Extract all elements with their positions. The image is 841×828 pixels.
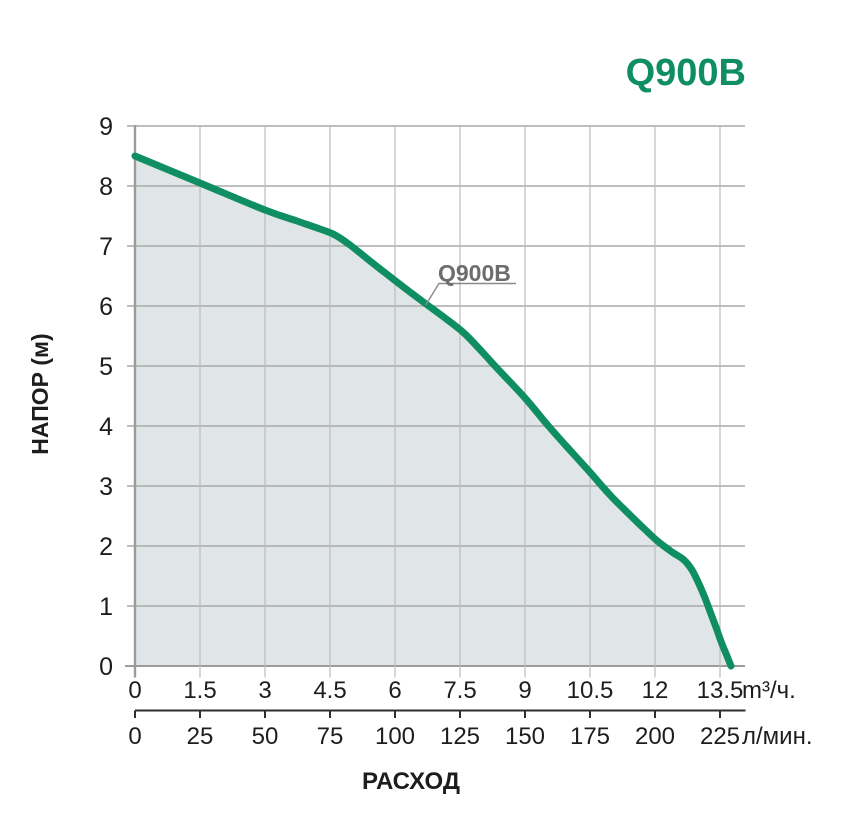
svg-text:3: 3 <box>99 473 113 501</box>
svg-text:75: 75 <box>317 723 344 750</box>
svg-text:12: 12 <box>642 677 669 704</box>
svg-text:1: 1 <box>99 593 113 621</box>
svg-text:225: 225 <box>700 723 740 750</box>
svg-text:0: 0 <box>99 653 113 681</box>
svg-text:4.5: 4.5 <box>313 677 346 704</box>
svg-text:6: 6 <box>388 677 401 704</box>
svg-text:л/мин.: л/мин. <box>742 723 813 750</box>
svg-text:7: 7 <box>99 233 113 261</box>
svg-text:6: 6 <box>99 293 113 321</box>
svg-text:10.5: 10.5 <box>567 677 614 704</box>
svg-text:5: 5 <box>99 353 113 381</box>
svg-text:125: 125 <box>440 723 480 750</box>
svg-text:0: 0 <box>128 677 141 704</box>
svg-text:100: 100 <box>375 723 415 750</box>
svg-text:НАПОР (м): НАПОР (м) <box>27 333 53 454</box>
svg-text:200: 200 <box>635 723 675 750</box>
svg-text:4: 4 <box>99 413 113 441</box>
svg-text:Q900B: Q900B <box>626 52 746 94</box>
svg-text:2: 2 <box>99 533 113 561</box>
svg-text:7.5: 7.5 <box>443 677 476 704</box>
svg-text:50: 50 <box>252 723 279 750</box>
svg-text:25: 25 <box>187 723 214 750</box>
svg-text:РАСХОД: РАСХОД <box>362 768 460 795</box>
svg-text:3: 3 <box>258 677 271 704</box>
svg-text:150: 150 <box>505 723 545 750</box>
svg-text:0: 0 <box>128 723 141 750</box>
svg-text:m³/ч.: m³/ч. <box>742 677 796 704</box>
svg-text:Q900B: Q900B <box>438 260 511 286</box>
svg-text:13.5: 13.5 <box>697 677 744 704</box>
svg-text:9: 9 <box>518 677 531 704</box>
svg-text:1.5: 1.5 <box>183 677 216 704</box>
svg-text:9: 9 <box>99 113 113 141</box>
svg-text:175: 175 <box>570 723 610 750</box>
svg-text:8: 8 <box>99 173 113 201</box>
